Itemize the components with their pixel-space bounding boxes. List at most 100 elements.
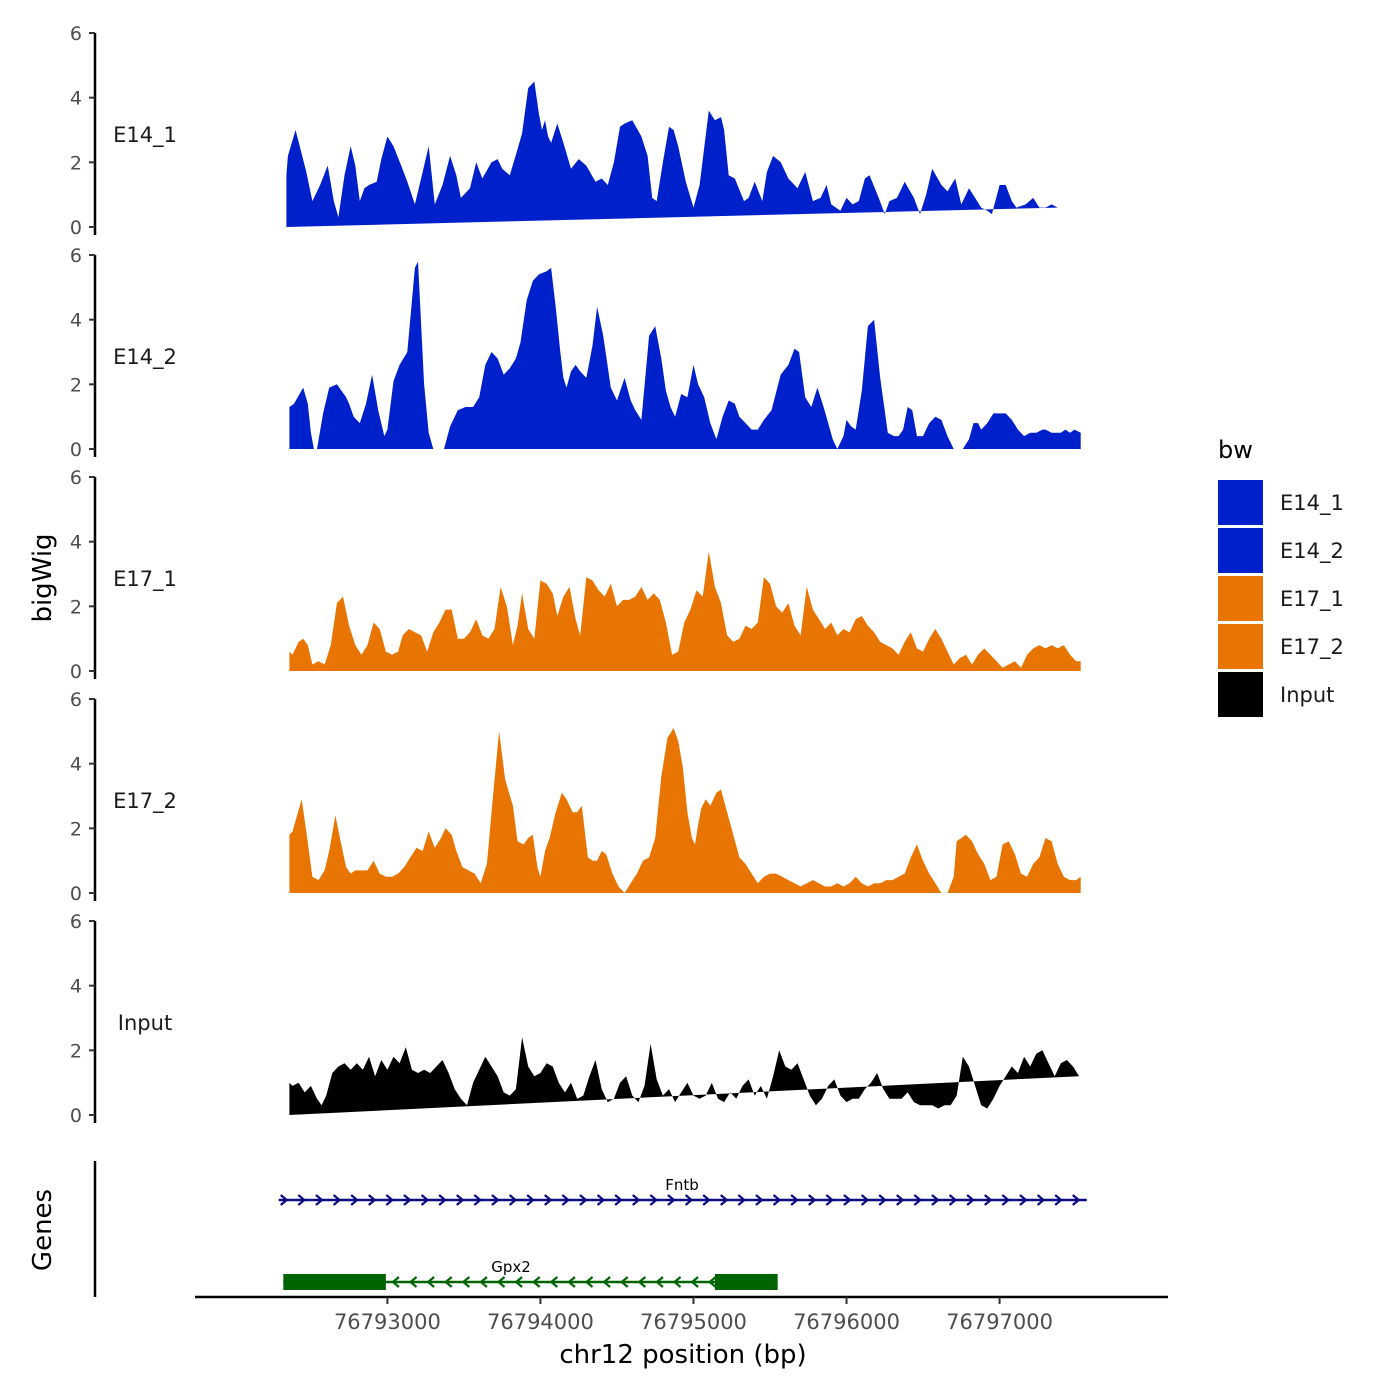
strand-chevron <box>426 1276 435 1288</box>
y-tick-label: 6 <box>70 911 82 933</box>
strand-chevron <box>655 1276 664 1288</box>
x-tick-label: 76794000 <box>487 1310 594 1334</box>
y-tick-label: 6 <box>70 689 82 711</box>
y-tick-label: 2 <box>70 1040 82 1062</box>
legend-label-e14-1: E14_1 <box>1280 491 1344 516</box>
strand-chevron <box>632 1194 641 1206</box>
legend: bw E14_1 E14_2 E17_1 E17_2 Input <box>1218 436 1344 717</box>
legend-label-input: Input <box>1280 683 1334 707</box>
legend-swatch-e17-2 <box>1218 624 1263 669</box>
strand-chevron <box>808 1194 817 1206</box>
strand-chevron <box>438 1194 447 1206</box>
y-tick-label: 4 <box>70 754 82 776</box>
track-label-e17-1: E17_1 <box>113 567 177 592</box>
y-tick-label: 0 <box>70 439 82 461</box>
gene-label-gpx2: Gpx2 <box>491 1258 531 1276</box>
strand-chevron <box>496 1276 506 1288</box>
strand-chevron <box>720 1194 729 1206</box>
strand-chevron <box>408 1276 418 1288</box>
y-tick-label: 6 <box>70 23 82 45</box>
strand-chevron <box>491 1194 500 1206</box>
strand-chevron <box>737 1194 747 1206</box>
strand-chevron <box>403 1194 412 1206</box>
strand-chevron <box>878 1194 887 1206</box>
y-tick-label: 0 <box>70 217 82 239</box>
legend-swatch-e17-1 <box>1218 576 1263 621</box>
exon-block <box>714 1274 778 1290</box>
y-tick-label: 2 <box>70 596 82 618</box>
strand-chevron <box>667 1194 676 1206</box>
strand-chevron <box>579 1194 588 1206</box>
strand-chevron <box>690 1276 699 1288</box>
legend-swatch-e14-2 <box>1218 528 1263 573</box>
strand-chevron <box>966 1194 975 1206</box>
strand-chevron <box>825 1194 835 1206</box>
strand-chevron <box>549 1276 559 1288</box>
strand-chevron <box>708 1276 717 1288</box>
strand-chevron <box>1019 1194 1028 1206</box>
genes-axis-title: Genes <box>28 1189 58 1271</box>
strand-chevron <box>843 1194 852 1206</box>
x-tick-label: 76795000 <box>640 1310 747 1334</box>
area-e17-2 <box>289 728 1081 893</box>
strand-chevron <box>1036 1194 1046 1206</box>
strand-chevron <box>526 1194 535 1206</box>
legend-swatch-input <box>1218 672 1263 717</box>
track-label-input: Input <box>118 1011 172 1035</box>
x-axis-title: chr12 position (bp) <box>559 1340 806 1370</box>
x-tick-label: 76793000 <box>334 1310 441 1334</box>
area-e14-2 <box>289 261 1081 449</box>
y-tick-label: 2 <box>70 818 82 840</box>
strand-chevron <box>620 1276 629 1288</box>
strand-chevron <box>896 1194 905 1206</box>
y-tick-label: 6 <box>70 467 82 489</box>
strand-chevron <box>860 1194 870 1206</box>
legend-label-e17-1: E17_1 <box>1280 587 1344 612</box>
gene-gpx2: Gpx2 <box>283 1258 778 1290</box>
strand-chevron <box>1001 1194 1011 1206</box>
strand-chevron <box>567 1276 576 1288</box>
track-e17-2: 0 2 4 6 E17_2 <box>70 689 1081 905</box>
area-e14-1 <box>286 81 1058 227</box>
strand-chevron <box>790 1194 799 1206</box>
strand-chevron <box>479 1276 488 1288</box>
strand-chevron <box>602 1276 611 1288</box>
strand-chevron <box>684 1194 694 1206</box>
x-axis: 76793000 76794000 76795000 76796000 76797000 <box>195 1295 1168 1334</box>
legend-label-e17-2: E17_2 <box>1280 635 1344 660</box>
track-label-e14-2: E14_2 <box>113 345 177 370</box>
strand-chevron <box>702 1194 711 1206</box>
strand-chevron <box>297 1194 307 1206</box>
area-input <box>289 1037 1080 1115</box>
strand-chevron <box>913 1194 923 1206</box>
strand-chevron <box>456 1194 465 1206</box>
strand-chevron <box>984 1194 993 1206</box>
exon-block <box>283 1274 386 1290</box>
strand-chevron <box>461 1276 471 1288</box>
strand-chevron <box>931 1194 940 1206</box>
y-tick-label: 4 <box>70 532 82 554</box>
y-tick-label: 0 <box>70 883 82 905</box>
strand-chevron <box>473 1194 483 1206</box>
strand-chevron <box>584 1276 594 1288</box>
strand-chevron <box>672 1276 682 1288</box>
strand-chevron <box>596 1194 606 1206</box>
strand-chevron <box>508 1194 518 1206</box>
gene-fntb: Fntb <box>278 1176 1087 1206</box>
strand-chevron <box>444 1276 453 1288</box>
track-e17-1: 0 2 4 6 E17_1 <box>70 467 1081 683</box>
strand-chevron <box>532 1276 541 1288</box>
strand-chevron <box>368 1194 377 1206</box>
x-tick-label: 76796000 <box>793 1310 900 1334</box>
genes-panel: Fntb Gpx2 <box>93 1161 1087 1297</box>
strand-chevron <box>391 1276 400 1288</box>
strand-chevron <box>1054 1194 1063 1206</box>
y-axis-title: bigWig <box>28 533 58 622</box>
legend-label-e14-2: E14_2 <box>1280 539 1344 564</box>
strand-chevron <box>948 1194 958 1206</box>
track-label-e14-1: E14_1 <box>113 123 177 148</box>
gene-label-fntb: Fntb <box>665 1176 699 1194</box>
strand-chevron <box>350 1194 359 1206</box>
y-tick-label: 2 <box>70 152 82 174</box>
strand-chevron <box>514 1276 523 1288</box>
